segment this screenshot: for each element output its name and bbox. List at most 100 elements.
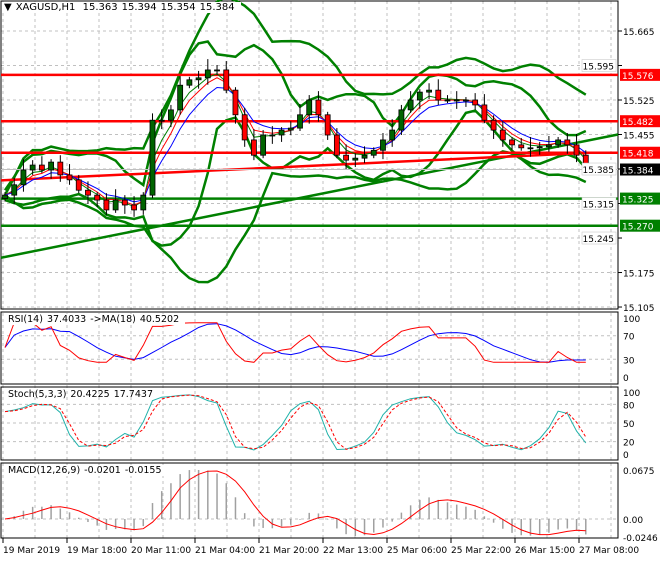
level-price-badge (620, 219, 660, 232)
candle-bull (204, 69, 211, 79)
candle-bull (352, 157, 359, 161)
candle-bear (232, 89, 239, 116)
y-tick-label: 15.525 (623, 97, 655, 107)
level-price-badge (620, 192, 660, 205)
y-tick-label: 15.245 (583, 235, 615, 245)
candle-bull (195, 77, 202, 81)
candle-bull (555, 139, 562, 146)
candle-bear (324, 114, 331, 136)
candle-bull (149, 119, 156, 196)
y-tick-label-background (581, 231, 617, 245)
macd-tick-label: 0.00 (623, 516, 643, 526)
stoch-tick-label: 80 (623, 401, 635, 411)
stoch-main-value: 20.4225 (70, 389, 110, 400)
candle-bear (573, 144, 580, 156)
candle-bull (140, 194, 147, 211)
y-tick-label: 15.385 (583, 166, 615, 176)
level-price-label: 15.325 (622, 196, 654, 206)
x-tick-label: 20 Mar 11:00 (131, 546, 191, 556)
moving-average-slow (4, 86, 587, 203)
y-tick-label: 15.175 (623, 270, 655, 280)
rsi-tick-label: 0 (623, 374, 629, 384)
y-tick-label: 15.315 (583, 201, 615, 211)
x-tick-label: 19 Mar 18:00 (67, 546, 127, 556)
candle-bear (333, 134, 340, 156)
macd-tick-label: 0.0675 (623, 467, 655, 477)
triangle-down-icon[interactable]: ▼ (4, 2, 12, 13)
candle-bear (509, 139, 515, 146)
candle-bull (463, 99, 469, 102)
stoch-tick-label: 20 (623, 439, 635, 449)
pane-frame-rsi (0, 311, 619, 385)
candle-bear (343, 154, 349, 161)
close-value: 15.384 (199, 2, 235, 13)
candle-bear (499, 129, 506, 141)
candle-bear (472, 99, 479, 106)
level-price-badge (620, 146, 660, 159)
rsi-tick-label: 70 (623, 333, 635, 343)
stoch-title: Stoch(5,3,3) 20.4225 17.7437 (6, 389, 159, 400)
candle-bull (168, 109, 174, 121)
pane-frame-main (0, 0, 619, 310)
low-value: 15.354 (160, 2, 196, 13)
level-price-label: 15.482 (622, 118, 654, 128)
rsi-ma-line (4, 323, 586, 363)
y-tick-label-background (581, 197, 617, 210)
bollinger-upper-wide (3, 0, 587, 196)
candle-bull (177, 84, 184, 111)
stoch-tick-label: 50 (623, 420, 635, 430)
pane-frame-macd (0, 462, 619, 539)
level-price-label: 15.576 (622, 72, 654, 82)
macd-main-value: -0.0201 (84, 465, 121, 476)
open-value: 15.363 (82, 2, 118, 13)
macd-title: MACD(12,26,9) -0.0201 -0.0155 (6, 465, 168, 476)
slow-moving-average (0, 151, 591, 182)
level-price-label: 15.270 (622, 223, 654, 233)
candle-bear (121, 199, 128, 206)
candle-bull (287, 127, 294, 131)
candle-bull (112, 199, 119, 211)
rsi-value: 37.4033 (46, 314, 87, 325)
level-price-badge (620, 68, 660, 81)
candle-bull (186, 79, 193, 86)
high-value: 15.394 (121, 2, 157, 13)
candle-bull (527, 147, 534, 150)
candle-bull (453, 99, 460, 102)
candle-bear (518, 144, 525, 149)
stoch-signal-line (4, 394, 587, 450)
candle-bull (444, 99, 451, 102)
candle-bear (490, 119, 497, 131)
candle-bear (241, 114, 248, 141)
level-price-label: 15.418 (622, 150, 654, 160)
rsi-name: RSI(14) (8, 314, 43, 325)
y-tick-label: 15.665 (623, 28, 655, 38)
chart-header: ▼ XAGUSD,H1 15.363 15.394 15.354 15.384 (2, 2, 241, 13)
bollinger-lower-wide (4, 150, 587, 284)
candle-bear (85, 189, 91, 196)
candle-bear (564, 139, 571, 146)
stoch-tick-label: 100 (623, 389, 640, 399)
candle-bull (260, 134, 267, 156)
x-tick-label: 21 Mar 20:00 (259, 546, 319, 556)
y-tick-label-background (581, 59, 617, 72)
candle-bull (214, 69, 220, 72)
x-tick-label: 27 Mar 08:00 (579, 546, 639, 556)
x-tick-label: 25 Mar 06:00 (387, 546, 447, 556)
y-tick-label: 15.595 (583, 63, 615, 73)
candle-bull (297, 114, 303, 129)
moving-average-mid (4, 77, 587, 206)
candle-bull (416, 91, 423, 101)
rsi-tick-label: 30 (623, 356, 635, 366)
candle-bear (66, 174, 73, 181)
candle-bull (269, 134, 276, 137)
x-tick-label: 26 Mar 15:00 (515, 546, 575, 556)
candle-bull (380, 139, 386, 151)
candle-bull (398, 109, 405, 131)
current-price-label: 15.384 (622, 167, 654, 177)
candle-bear (131, 204, 137, 211)
macd-name: MACD(12,26,9) (8, 465, 81, 476)
current-price-badge (620, 163, 660, 176)
candle-bull (306, 99, 313, 116)
candle-bear (75, 179, 82, 191)
